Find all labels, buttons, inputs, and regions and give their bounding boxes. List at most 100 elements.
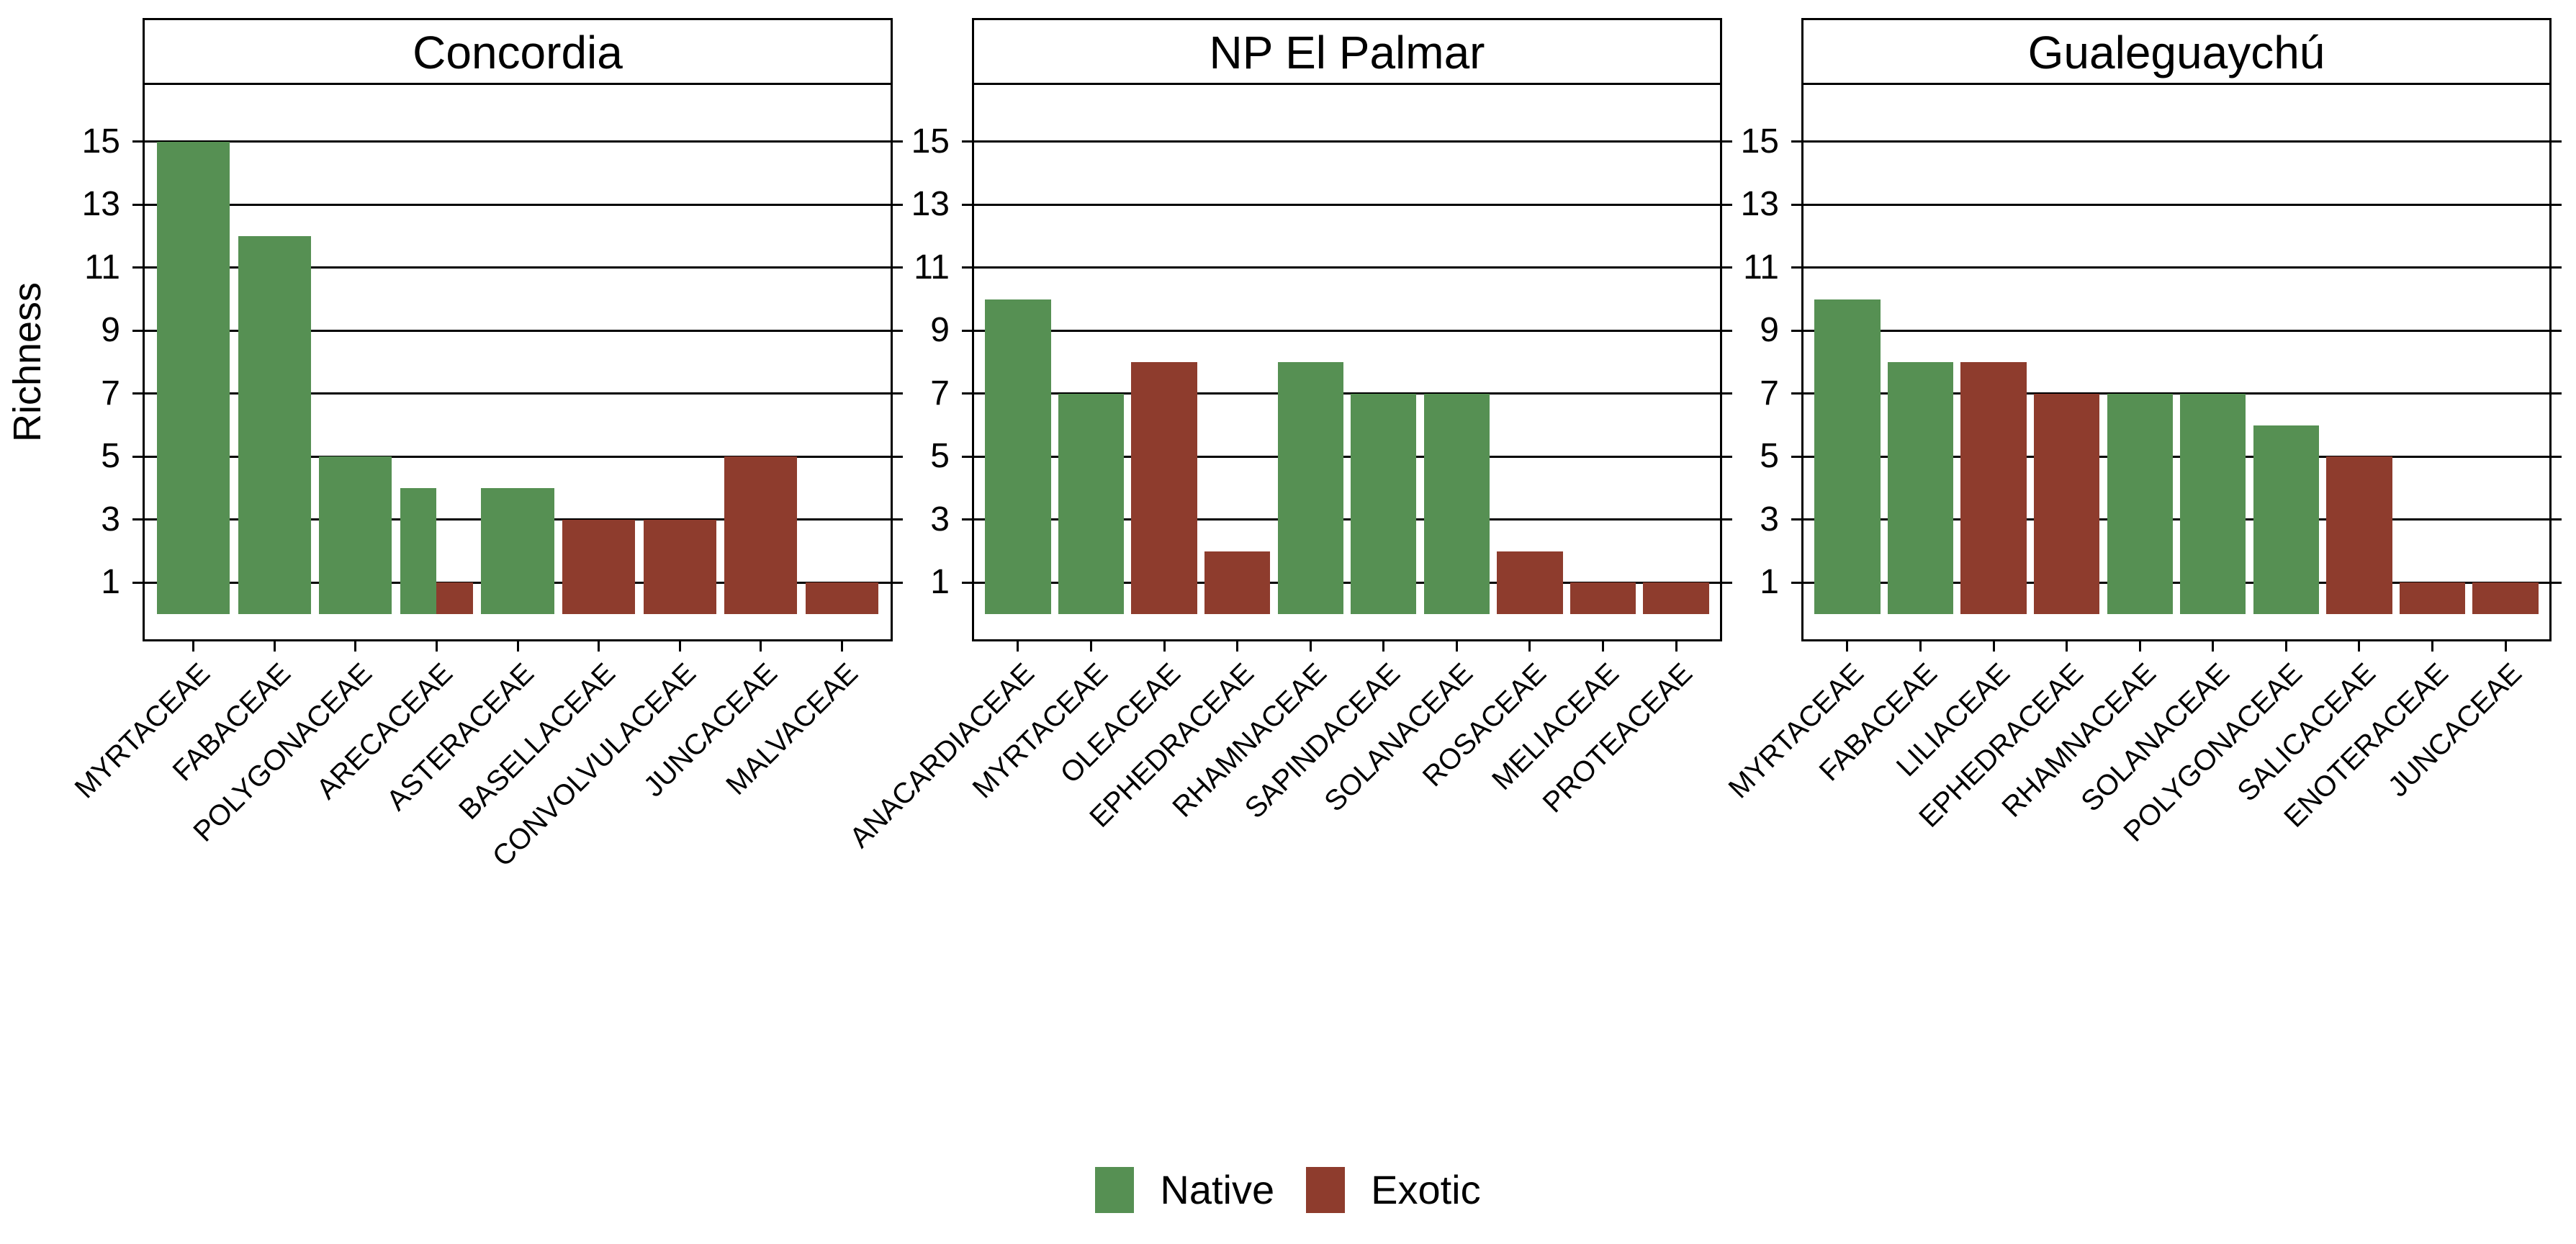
gridline-y-5 bbox=[974, 455, 1720, 458]
bar-enoteraceae-exotic bbox=[2399, 582, 2466, 614]
facet-title: Concordia bbox=[413, 27, 623, 78]
x-tick-mark-rhamnaceae bbox=[2138, 641, 2141, 652]
y-tick-label-3: 3 bbox=[930, 500, 950, 538]
facet-title: NP El Palmar bbox=[1209, 27, 1485, 78]
bar-rosaceae-exotic bbox=[1497, 551, 1563, 614]
y-tick-label-13: 13 bbox=[1740, 185, 1779, 224]
x-tick-mark-juncaceae bbox=[760, 641, 762, 652]
y-tick-mark-left bbox=[132, 203, 143, 206]
legend-item-exotic: Exotic bbox=[1306, 1167, 1481, 1213]
y-tick-mark-left bbox=[1791, 392, 1801, 395]
y-tick-mark-left bbox=[132, 266, 143, 269]
x-tick-mark-oleaceae bbox=[1163, 641, 1166, 652]
y-tick-label-5: 5 bbox=[1760, 437, 1779, 476]
y-tick-mark-left bbox=[1791, 203, 1801, 206]
y-tick-mark-right bbox=[2552, 455, 2562, 458]
x-tick-mark-myrtaceae bbox=[192, 641, 195, 652]
facet-strip-np-el-palmar: NP El Palmar bbox=[972, 18, 1722, 87]
plot-panel-np-el-palmar: 1 3 5 7 9 11 13 15 bbox=[911, 83, 1732, 652]
y-tick-mark-right bbox=[893, 581, 903, 584]
y-tick-mark-right bbox=[893, 140, 903, 143]
x-tick-mark-myrtaceae bbox=[1090, 641, 1092, 652]
legend-swatch-exotic bbox=[1306, 1167, 1346, 1213]
y-tick-label-11: 11 bbox=[1743, 248, 1779, 287]
y-tick-label-1: 1 bbox=[101, 563, 120, 602]
facet-np-el-palmar: NP El Palmar 1 3 5 7 9 11 13 15 ANACARDIACEAE MYRT… bbox=[844, 18, 1732, 1083]
x-tick-mark-ephedraceae bbox=[1236, 641, 1239, 652]
y-tick-mark-left bbox=[962, 329, 972, 332]
y-tick-label-15: 15 bbox=[81, 122, 120, 161]
y-tick-mark-right bbox=[2552, 203, 2562, 206]
y-tick-mark-right bbox=[2552, 266, 2562, 269]
bar-arecaceae-exotic bbox=[436, 582, 474, 614]
x-tick-mark-proteaceae bbox=[1675, 641, 1677, 652]
x-tick-mark-asteraceae bbox=[516, 641, 519, 652]
gridline-y-9 bbox=[974, 329, 1720, 332]
gridline-y-1 bbox=[1803, 581, 2549, 584]
y-tick-mark-left bbox=[962, 455, 972, 458]
bar-myrtaceae-native bbox=[156, 141, 230, 614]
y-tick-mark-right bbox=[1722, 266, 1732, 269]
y-tick-mark-left bbox=[1791, 329, 1801, 332]
bar-liliaceae-exotic bbox=[1960, 362, 2027, 614]
x-tick-mark-fabaceae bbox=[1919, 641, 1922, 652]
bar-sapindaceae-native bbox=[1351, 393, 1417, 614]
y-tick-label-5: 5 bbox=[930, 437, 950, 476]
y-tick-mark-left bbox=[132, 329, 143, 332]
y-tick-label-5: 5 bbox=[101, 437, 120, 476]
y-tick-mark-left bbox=[1791, 266, 1801, 269]
y-tick-label-15: 15 bbox=[1740, 122, 1779, 161]
x-tick-mark-convolvulaceae bbox=[678, 641, 681, 652]
bar-basellaceae-exotic bbox=[562, 519, 636, 614]
bar-juncaceae-exotic bbox=[2472, 582, 2539, 614]
x-tick-mark-myrtaceae bbox=[1846, 641, 1849, 652]
gridline-y-11 bbox=[1803, 266, 2549, 269]
y-tick-label-9: 9 bbox=[1760, 311, 1779, 350]
facet-title: Gualeguaychú bbox=[2027, 27, 2325, 78]
y-tick-mark-left bbox=[1791, 581, 1801, 584]
gridline-y-13 bbox=[1803, 203, 2549, 206]
legend-label-native: Native bbox=[1160, 1167, 1275, 1212]
bar-juncaceae-exotic bbox=[724, 456, 798, 614]
x-tick-mark-juncaceae bbox=[2504, 641, 2507, 652]
bar-arecaceae-native bbox=[400, 488, 437, 614]
gridline-y-15 bbox=[974, 140, 1720, 143]
facet-strip-concordia: Concordia bbox=[143, 18, 893, 87]
x-tick-mark-rosaceae bbox=[1528, 641, 1531, 652]
y-tick-label-1: 1 bbox=[930, 563, 950, 602]
y-tick-mark-right bbox=[893, 392, 903, 395]
bar-solanaceae-native bbox=[1423, 393, 1490, 614]
y-tick-mark-left bbox=[132, 518, 143, 521]
bar-salicaceae-exotic bbox=[2326, 456, 2392, 614]
y-tick-label-1: 1 bbox=[1760, 563, 1779, 602]
gridline-y-3 bbox=[1803, 518, 2549, 521]
y-tick-mark-right bbox=[893, 203, 903, 206]
gridline-y-9 bbox=[145, 329, 891, 332]
bar-ephedraceae-exotic bbox=[1204, 551, 1271, 614]
x-axis-labels: ANACARDIACEAE MYRTACEAE OLEACEAE EPHEDRACEA… bbox=[844, 657, 1722, 1032]
y-tick-mark-right bbox=[2552, 518, 2562, 521]
x-tick-mark-malvaceae bbox=[840, 641, 843, 652]
gridline-y-13 bbox=[974, 203, 1720, 206]
bar-rhamnaceae-native bbox=[2107, 393, 2173, 614]
plot-panel-gualeguaych: 1 3 5 7 9 11 13 15 bbox=[1741, 83, 2562, 652]
x-tick-mark-fabaceae bbox=[273, 641, 276, 652]
y-tick-label-3: 3 bbox=[1760, 500, 1779, 538]
y-tick-mark-right bbox=[893, 518, 903, 521]
facet-concordia: Concordia 1 3 5 7 9 11 13 15 MYRTACEAE FABACEAE POL… bbox=[68, 18, 903, 1083]
bar-asteraceae-native bbox=[481, 488, 554, 614]
x-tick-mark-basellaceae bbox=[598, 641, 600, 652]
gridline-y-5 bbox=[145, 455, 891, 458]
gridline-y-11 bbox=[145, 266, 891, 269]
y-tick-mark-right bbox=[1722, 581, 1732, 584]
y-tick-mark-left bbox=[962, 266, 972, 269]
y-tick-label-15: 15 bbox=[911, 122, 950, 161]
gridline-y-9 bbox=[1803, 329, 2549, 332]
gridline-y-15 bbox=[1803, 140, 2549, 143]
bar-solanaceae-native bbox=[2180, 393, 2246, 614]
y-tick-mark-left bbox=[1791, 140, 1801, 143]
bar-polygonaceae-native bbox=[319, 456, 392, 614]
x-axis-labels: MYRTACEAE FABACEAE POLYGONACEAE ARECACEAE AS… bbox=[68, 657, 893, 1032]
legend-item-native: Native bbox=[1095, 1167, 1274, 1213]
gridline-y-7 bbox=[974, 392, 1720, 395]
